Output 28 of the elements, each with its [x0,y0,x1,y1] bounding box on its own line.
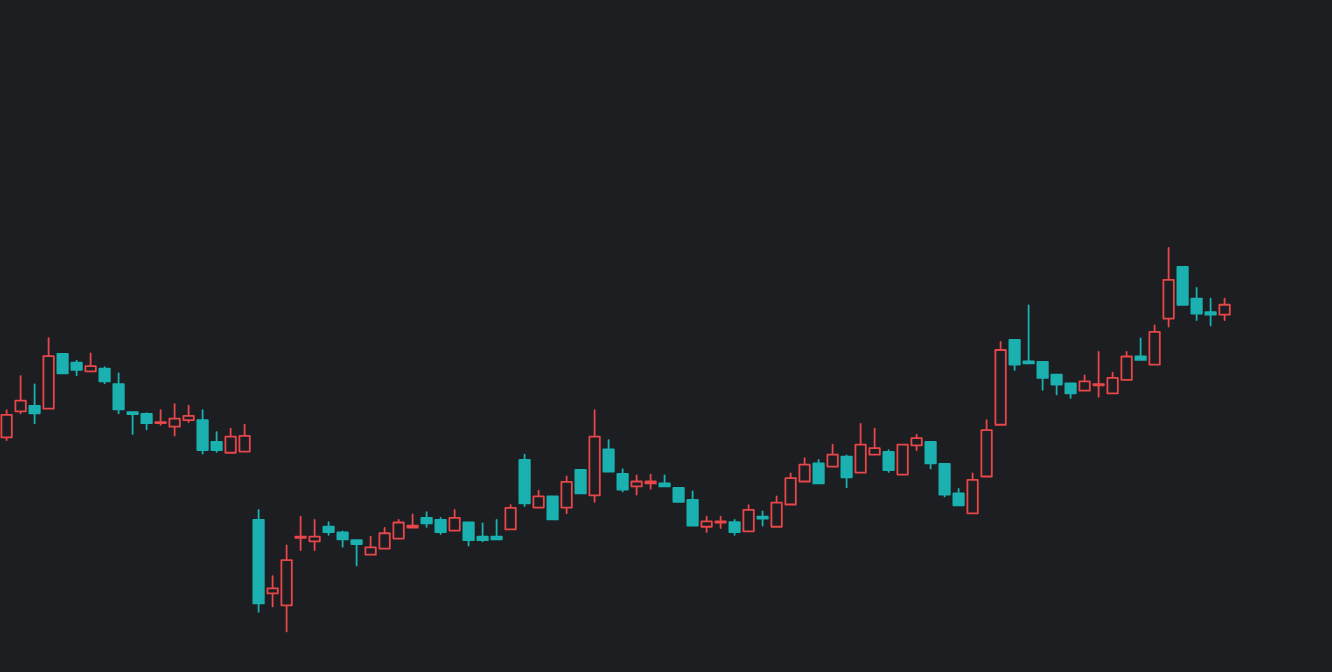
candlestick [42,337,55,410]
candlestick [840,454,853,489]
candlestick [518,453,531,507]
candlestick [1218,297,1231,321]
candlestick [742,504,755,533]
candlestick [504,504,517,531]
candlestick [112,372,125,415]
candlestick [532,489,545,509]
candlestick [1148,324,1161,366]
candlestick [812,459,825,485]
candlestick [448,508,461,532]
candlestick [588,409,601,503]
candlestick [756,510,769,527]
candlestick [980,419,993,478]
candlestick [252,508,265,613]
candlestick [728,518,741,536]
candlestick [98,366,111,385]
candlestick [882,449,895,473]
candlestick [560,475,573,515]
candlestick [602,439,615,473]
candlestick [546,495,559,521]
candlestick [826,443,839,468]
candlestick [1162,247,1175,328]
candlestick [994,341,1007,426]
candlestick [574,469,587,495]
candlestick [1134,337,1147,361]
candlestick [966,472,979,515]
candlestick [616,468,629,493]
